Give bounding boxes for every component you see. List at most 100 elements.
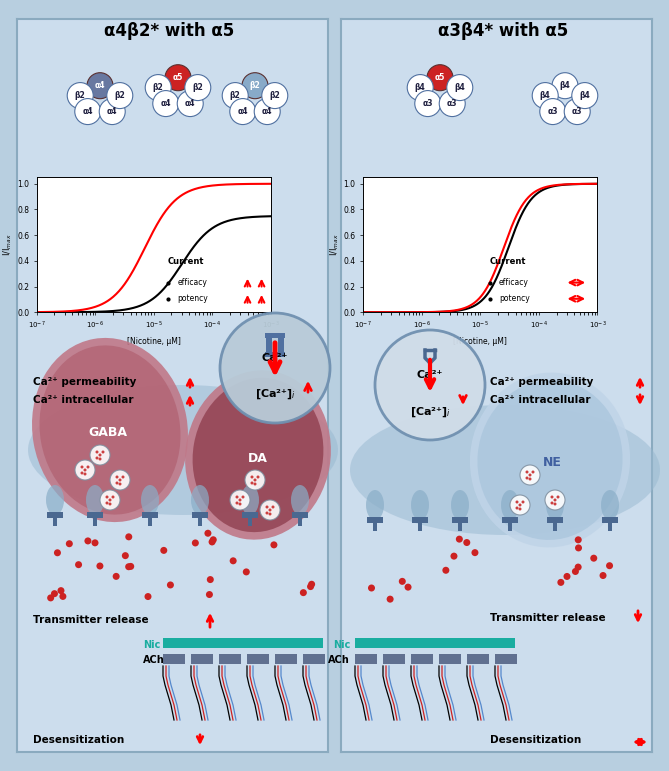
Ellipse shape bbox=[32, 338, 188, 522]
Circle shape bbox=[545, 490, 565, 510]
Circle shape bbox=[575, 564, 581, 571]
Circle shape bbox=[447, 75, 473, 100]
Bar bbox=[502, 517, 518, 523]
Text: α4: α4 bbox=[185, 99, 195, 108]
Ellipse shape bbox=[411, 490, 429, 520]
Bar bbox=[247, 654, 269, 664]
Circle shape bbox=[256, 476, 260, 479]
Text: NE: NE bbox=[543, 456, 561, 469]
Bar bbox=[198, 516, 202, 526]
Circle shape bbox=[254, 479, 256, 482]
Circle shape bbox=[98, 457, 102, 460]
Text: α4: α4 bbox=[161, 99, 171, 108]
Bar bbox=[219, 654, 241, 664]
Text: α5: α5 bbox=[173, 73, 183, 82]
Circle shape bbox=[266, 506, 268, 509]
Circle shape bbox=[122, 552, 129, 559]
Circle shape bbox=[260, 500, 280, 520]
Bar bbox=[53, 516, 57, 526]
Text: α4: α4 bbox=[107, 107, 118, 116]
Circle shape bbox=[209, 538, 215, 545]
Circle shape bbox=[118, 479, 122, 482]
Bar bbox=[412, 517, 428, 523]
Circle shape bbox=[87, 72, 113, 99]
Circle shape bbox=[58, 588, 64, 594]
Circle shape bbox=[250, 482, 254, 484]
Circle shape bbox=[399, 577, 406, 585]
Bar bbox=[608, 521, 612, 531]
Circle shape bbox=[405, 584, 411, 591]
Bar bbox=[47, 512, 63, 518]
Text: Ca²⁺: Ca²⁺ bbox=[417, 370, 443, 380]
Circle shape bbox=[520, 465, 540, 485]
Circle shape bbox=[572, 82, 598, 109]
Text: ACh: ACh bbox=[328, 655, 350, 665]
Circle shape bbox=[99, 99, 125, 125]
Circle shape bbox=[557, 496, 559, 499]
Text: GABA: GABA bbox=[88, 426, 128, 439]
Bar bbox=[93, 516, 97, 526]
Ellipse shape bbox=[291, 485, 309, 515]
Bar bbox=[467, 654, 489, 664]
Bar bbox=[163, 638, 323, 648]
Y-axis label: I/I$_{max}$: I/I$_{max}$ bbox=[2, 234, 14, 256]
Circle shape bbox=[153, 90, 179, 116]
Circle shape bbox=[96, 563, 104, 570]
Ellipse shape bbox=[546, 490, 564, 520]
Text: α3: α3 bbox=[447, 99, 458, 108]
Circle shape bbox=[177, 90, 203, 116]
Circle shape bbox=[442, 567, 450, 574]
Circle shape bbox=[54, 549, 61, 556]
Text: α3β4* with α5: α3β4* with α5 bbox=[438, 22, 568, 40]
Ellipse shape bbox=[241, 485, 259, 515]
Bar bbox=[142, 512, 158, 518]
Bar bbox=[163, 654, 185, 664]
Circle shape bbox=[272, 506, 274, 509]
Circle shape bbox=[450, 553, 458, 560]
Circle shape bbox=[47, 594, 54, 601]
Bar bbox=[292, 512, 308, 518]
Circle shape bbox=[531, 470, 535, 473]
Circle shape bbox=[242, 72, 268, 99]
Ellipse shape bbox=[478, 380, 623, 540]
Text: Nic: Nic bbox=[332, 640, 350, 650]
Circle shape bbox=[192, 540, 199, 547]
Ellipse shape bbox=[366, 490, 384, 520]
Circle shape bbox=[590, 554, 597, 562]
Text: Nic: Nic bbox=[143, 640, 161, 650]
Circle shape bbox=[375, 330, 485, 440]
Circle shape bbox=[239, 503, 242, 506]
Circle shape bbox=[551, 501, 553, 504]
Bar bbox=[266, 335, 272, 357]
Circle shape bbox=[308, 581, 315, 588]
Text: β4: β4 bbox=[579, 91, 590, 100]
Bar bbox=[602, 517, 618, 523]
Text: efficacy: efficacy bbox=[499, 278, 529, 287]
Circle shape bbox=[222, 82, 248, 109]
Circle shape bbox=[427, 65, 453, 91]
Circle shape bbox=[268, 513, 272, 516]
Circle shape bbox=[553, 499, 557, 501]
Circle shape bbox=[440, 90, 465, 116]
Circle shape bbox=[533, 82, 558, 109]
Text: β2: β2 bbox=[193, 83, 203, 92]
Circle shape bbox=[106, 496, 108, 499]
Circle shape bbox=[96, 450, 98, 453]
Circle shape bbox=[92, 540, 98, 547]
Circle shape bbox=[145, 75, 171, 100]
Bar bbox=[411, 654, 433, 664]
Bar bbox=[355, 638, 515, 648]
Text: β4: β4 bbox=[454, 83, 465, 92]
Circle shape bbox=[572, 568, 579, 575]
Text: Desensitization: Desensitization bbox=[33, 735, 124, 745]
Bar bbox=[355, 654, 377, 664]
Circle shape bbox=[96, 456, 98, 460]
Circle shape bbox=[522, 500, 524, 503]
Text: α3: α3 bbox=[547, 107, 558, 116]
Circle shape bbox=[80, 466, 84, 469]
Circle shape bbox=[220, 313, 330, 423]
Text: Ca²⁺ intracellular: Ca²⁺ intracellular bbox=[33, 395, 134, 405]
Bar bbox=[495, 654, 517, 664]
Text: β4: β4 bbox=[560, 81, 571, 90]
Circle shape bbox=[563, 573, 571, 580]
